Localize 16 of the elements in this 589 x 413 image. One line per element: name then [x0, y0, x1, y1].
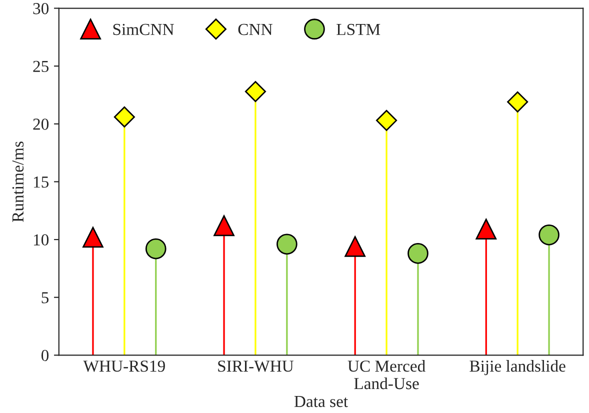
- legend-label: CNN: [238, 24, 272, 36]
- x-axis-title: Data set: [294, 396, 348, 408]
- x-tick-label: WHU-RS19: [83, 360, 165, 372]
- y-tick-label: 20: [33, 118, 49, 130]
- legend-label: LSTM: [336, 24, 380, 36]
- x-tick-label: SIRI-WHU: [218, 360, 294, 372]
- y-tick-label: 15: [34, 176, 49, 188]
- x-tick-label: Bijie landslide: [470, 360, 566, 376]
- y-tick-label: 30: [33, 2, 49, 14]
- y-tick-label: 5: [42, 292, 49, 304]
- y-tick-label: 0: [41, 350, 49, 362]
- x-tick-label: UC Merced Land-Use: [348, 360, 426, 390]
- y-tick-label: 25: [33, 60, 49, 72]
- y-tick-label: 10: [34, 234, 49, 246]
- legend-label: SimCNN: [113, 24, 174, 36]
- y-axis-title: Runtime/ms: [12, 142, 24, 222]
